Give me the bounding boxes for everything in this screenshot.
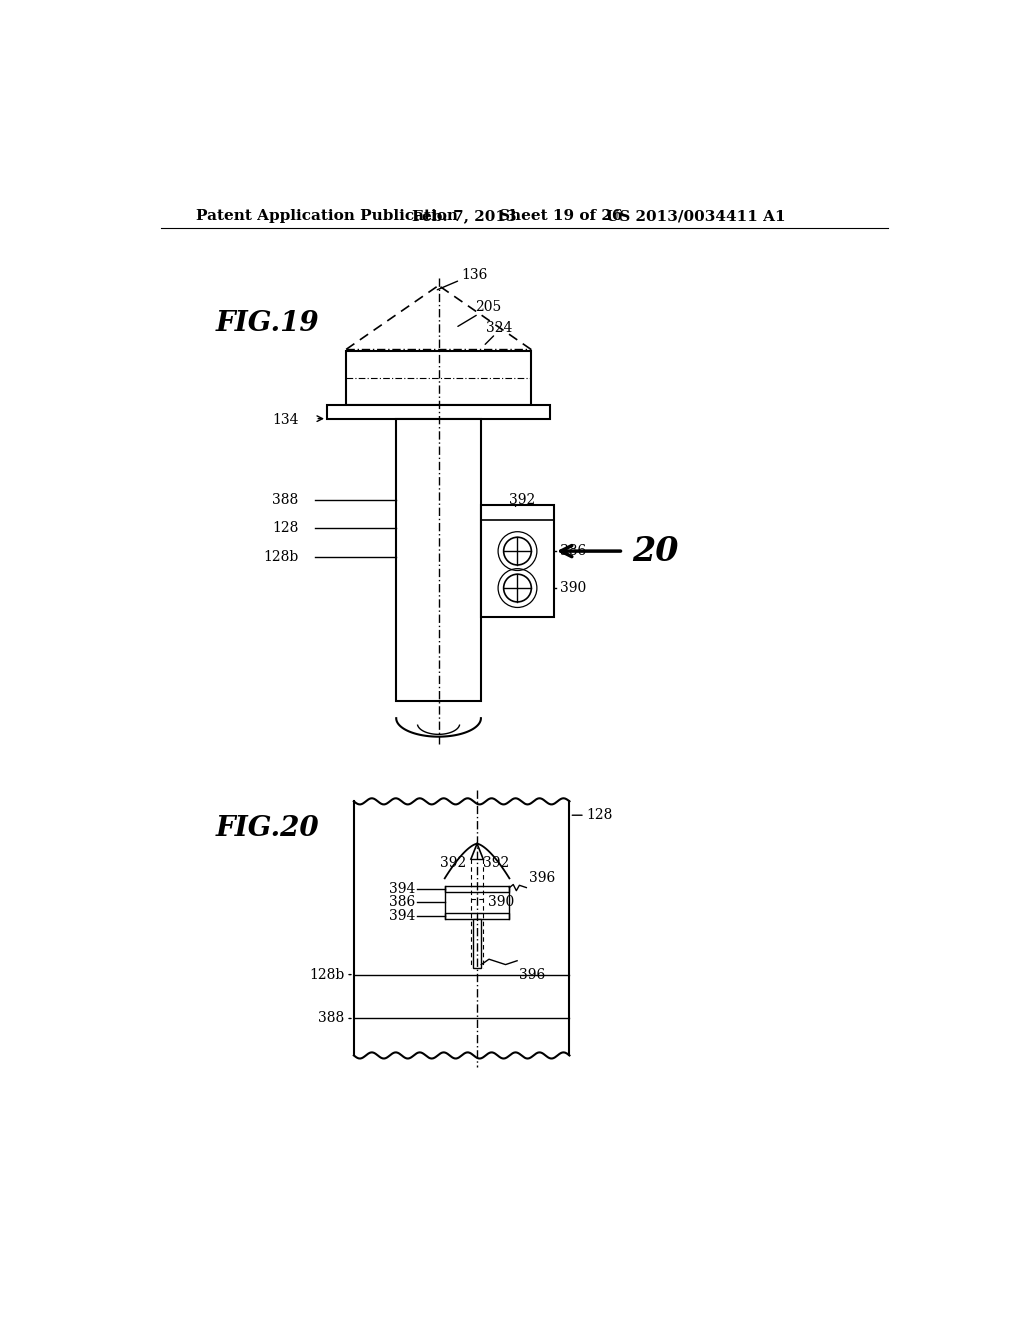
Text: 128: 128 bbox=[587, 808, 612, 822]
Bar bbox=[346, 351, 531, 405]
Text: 128b: 128b bbox=[263, 550, 298, 564]
Bar bbox=[444, 913, 509, 919]
Bar bbox=[481, 506, 554, 616]
Text: 134: 134 bbox=[272, 413, 298, 428]
Text: 324: 324 bbox=[486, 321, 513, 335]
Text: 388: 388 bbox=[272, 492, 298, 507]
Text: 128: 128 bbox=[272, 521, 298, 535]
Text: 392: 392 bbox=[483, 855, 510, 870]
Bar bbox=[444, 886, 509, 892]
Text: 20: 20 bbox=[633, 535, 679, 568]
Text: 392: 392 bbox=[509, 492, 536, 507]
Text: 386: 386 bbox=[560, 544, 587, 558]
Text: 396: 396 bbox=[528, 871, 555, 886]
Text: Feb. 7, 2013: Feb. 7, 2013 bbox=[412, 209, 516, 223]
Text: FIG.19: FIG.19 bbox=[215, 310, 318, 338]
Text: 136: 136 bbox=[462, 268, 488, 282]
Text: 390: 390 bbox=[487, 895, 514, 909]
Text: 205: 205 bbox=[475, 300, 502, 314]
Text: Patent Application Publication: Patent Application Publication bbox=[196, 209, 458, 223]
Text: FIG.20: FIG.20 bbox=[215, 814, 318, 842]
Bar bbox=[396, 418, 481, 701]
Text: 394: 394 bbox=[389, 882, 416, 896]
Text: 386: 386 bbox=[389, 895, 416, 909]
Bar bbox=[473, 919, 481, 969]
Text: 128b: 128b bbox=[309, 968, 345, 982]
Text: 392: 392 bbox=[440, 855, 466, 870]
Text: 388: 388 bbox=[318, 1011, 345, 1026]
Text: US 2013/0034411 A1: US 2013/0034411 A1 bbox=[606, 209, 786, 223]
Text: 390: 390 bbox=[560, 581, 587, 595]
Bar bbox=[327, 405, 550, 418]
Text: Sheet 19 of 26: Sheet 19 of 26 bbox=[499, 209, 623, 223]
Text: 396: 396 bbox=[518, 968, 545, 982]
Text: 394: 394 bbox=[389, 909, 416, 923]
